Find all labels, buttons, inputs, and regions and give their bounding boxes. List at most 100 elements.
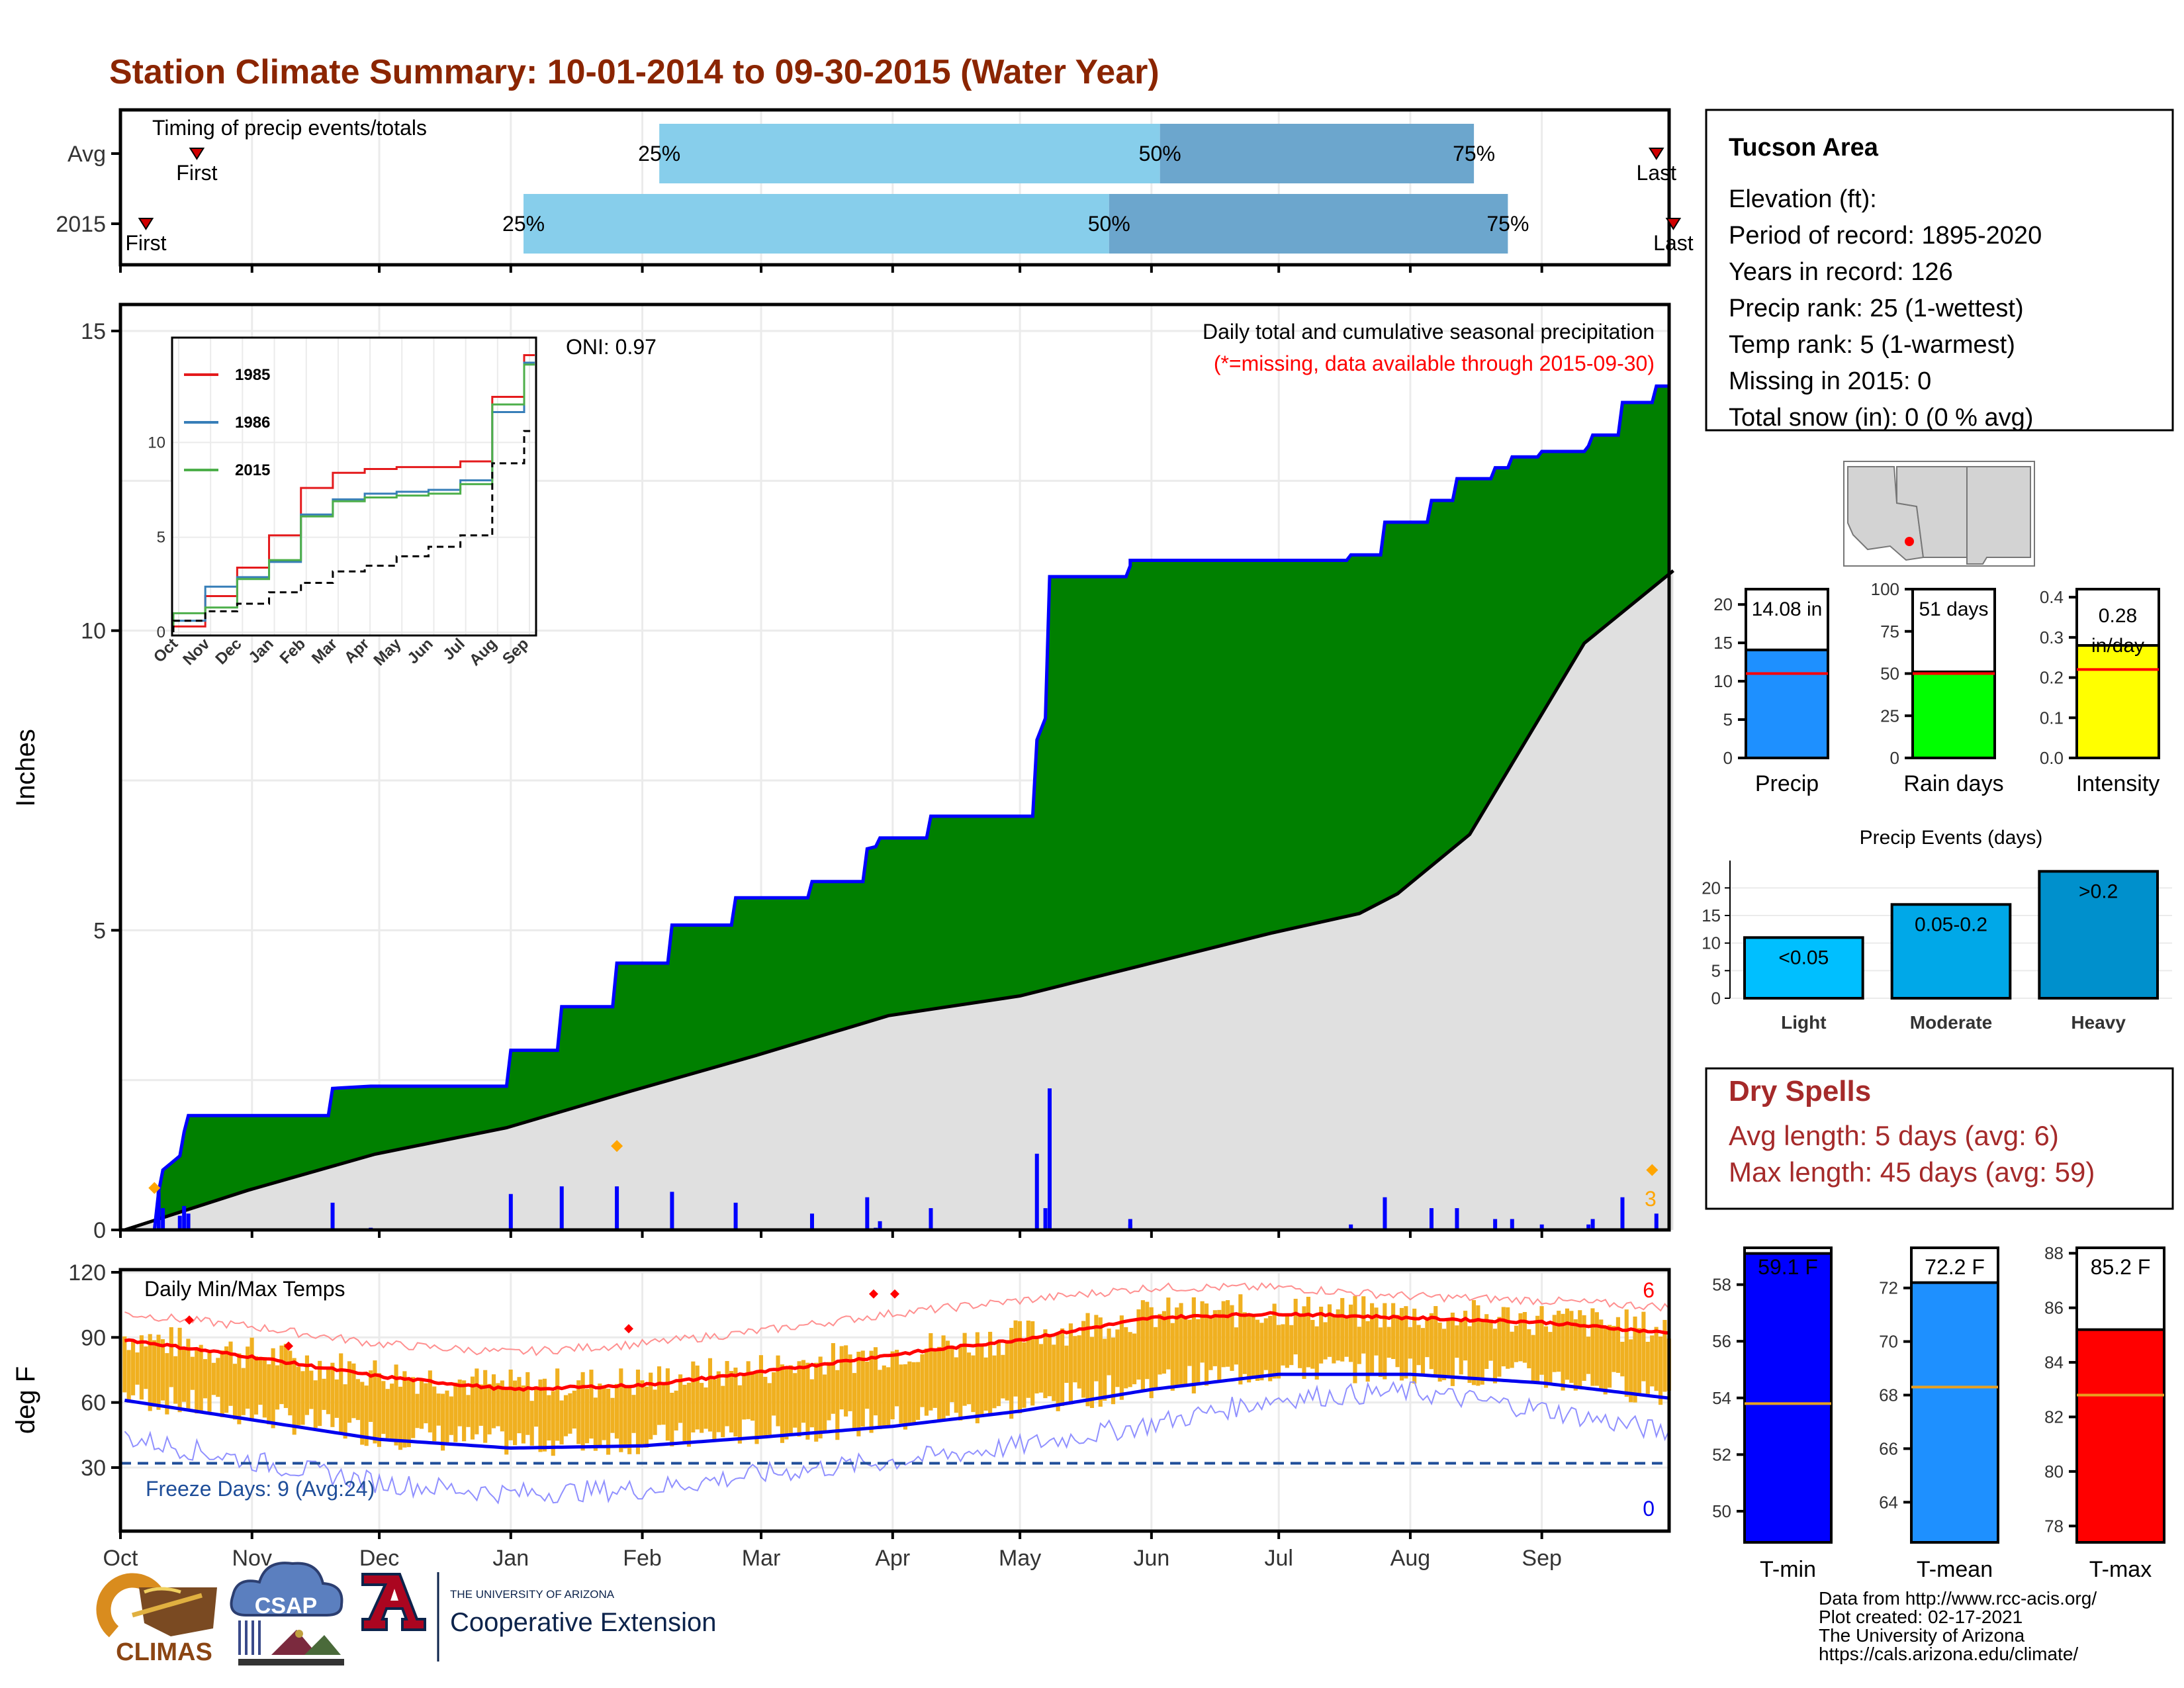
daily-temp-bar xyxy=(975,1332,979,1424)
month-tick-label: Jun xyxy=(1133,1546,1169,1571)
mini_intensity-tick-label: 0.3 xyxy=(2040,628,2064,647)
daily-temp-bar xyxy=(653,1389,657,1435)
daily-temp-bar xyxy=(602,1386,606,1440)
month-tick-label: Sep xyxy=(1522,1546,1562,1571)
daily-temp-bar xyxy=(772,1372,776,1416)
daily-temp-bar xyxy=(580,1372,585,1451)
mini_intensity-unit: in/day xyxy=(2091,635,2144,657)
daily-temp-bar xyxy=(1285,1316,1289,1368)
daily-temp-bar xyxy=(958,1346,963,1421)
daily-temp-bar xyxy=(534,1386,539,1427)
daily-precip-bar xyxy=(1654,1213,1659,1230)
station-name: Tucson Area xyxy=(1729,134,1879,162)
temp-summary-tmax-xlabel: T-max xyxy=(2089,1557,2152,1582)
temp-summary-tick-label: 50 xyxy=(1712,1501,1731,1521)
month-tick-label: Oct xyxy=(103,1546,138,1571)
daily-temp-bar xyxy=(1471,1299,1477,1385)
daily-temp-bar xyxy=(186,1338,191,1411)
daily-temp-bar xyxy=(1272,1303,1277,1379)
daily-temp-bar xyxy=(776,1355,780,1427)
daily-temp-bar xyxy=(1251,1315,1255,1379)
daily-temp-bar xyxy=(937,1346,942,1423)
daily-temp-bar xyxy=(1132,1333,1137,1385)
daily-temp-bar xyxy=(318,1360,322,1427)
daily-temp-bar xyxy=(334,1379,339,1418)
inset-x-tick-label: Feb xyxy=(277,635,309,667)
daily-temp-bar xyxy=(809,1379,814,1428)
daily-temp-bar xyxy=(751,1371,755,1421)
daily-temp-bar xyxy=(343,1384,347,1439)
heavy-event-marker xyxy=(1646,1164,1659,1176)
daily-temp-bar xyxy=(415,1393,420,1429)
daily-temp-bar xyxy=(390,1383,394,1440)
daily-temp-bar xyxy=(818,1356,823,1438)
daily-temp-bar xyxy=(788,1365,793,1435)
daily-temp-bar xyxy=(954,1357,958,1413)
daily-temp-bar xyxy=(559,1400,564,1445)
daily-precip-bar xyxy=(878,1221,882,1230)
inset-series-line xyxy=(172,361,535,632)
daily-temp-bar xyxy=(1408,1327,1412,1359)
daily-temp-bar xyxy=(1001,1354,1005,1399)
temp-y-tick-label: 120 xyxy=(68,1260,106,1286)
daily-temp-bar xyxy=(496,1383,500,1427)
temp-y-tick-label: 60 xyxy=(81,1391,106,1416)
inset-legend-label: 2015 xyxy=(235,461,270,479)
daily-temp-bar xyxy=(1552,1315,1557,1372)
daily-temp-bar xyxy=(827,1362,831,1421)
daily-precip-bar xyxy=(186,1213,191,1230)
daily-temp-bar xyxy=(763,1376,768,1439)
csap-logo: CSAP xyxy=(230,1562,344,1665)
daily-temp-bar xyxy=(224,1346,229,1413)
station-years: Years in record: 126 xyxy=(1729,258,1953,286)
daily-temp-bar xyxy=(156,1335,161,1410)
daily-temp-bar xyxy=(1484,1314,1489,1369)
daily-temp-bar xyxy=(250,1337,254,1419)
daily-precip-bar xyxy=(1429,1208,1433,1230)
station-temp-rank: Temp rank: 5 (1-warmest) xyxy=(1729,331,2015,359)
daily-temp-bar xyxy=(1268,1315,1273,1382)
mini_precip-tick-label: 20 xyxy=(1713,594,1733,614)
month-tick-label: Apr xyxy=(875,1546,910,1571)
daily-temp-bar xyxy=(814,1362,819,1442)
mini_raindays-tick-label: 0 xyxy=(1890,748,1899,768)
daily-temp-bar xyxy=(1200,1301,1205,1363)
daily-temp-bar xyxy=(911,1362,916,1423)
mini_intensity-value: 0.28 xyxy=(2099,605,2137,627)
daily-precip-bar xyxy=(1590,1219,1595,1230)
daily-temp-bar xyxy=(907,1361,912,1424)
daily-temp-bar xyxy=(1212,1310,1217,1366)
daily-temp-bar xyxy=(1522,1312,1527,1363)
temp-summary-tick-label: 82 xyxy=(2044,1407,2064,1427)
daily-temp-bar xyxy=(988,1331,993,1415)
daily-temp-bar xyxy=(377,1373,381,1447)
timing-p50-label: 50% xyxy=(1139,142,1181,165)
temp-summary-tick-label: 70 xyxy=(1879,1332,1898,1352)
daily-temp-bar xyxy=(623,1385,627,1449)
daily-temp-bar xyxy=(1238,1294,1243,1385)
daily-precip-bar xyxy=(330,1202,335,1230)
daily-temp-bar xyxy=(725,1361,729,1427)
temp-summary-tick-label: 66 xyxy=(1879,1438,1898,1458)
daily-temp-bar xyxy=(1535,1315,1540,1382)
inset-x-tick-label: Mar xyxy=(308,635,341,667)
daily-temp-bar xyxy=(873,1347,878,1416)
temps-title: Daily Min/Max Temps xyxy=(144,1277,345,1301)
daily-temp-bar xyxy=(347,1361,352,1423)
daily-temp-bar xyxy=(1476,1305,1480,1386)
daily-temp-bar xyxy=(525,1372,530,1435)
daily-temp-bar xyxy=(1289,1325,1294,1366)
daily-temp-bar xyxy=(449,1396,453,1435)
daily-temp-bar xyxy=(1068,1323,1073,1405)
daily-temp-bar xyxy=(1578,1310,1582,1388)
daily-temp-bar xyxy=(1310,1319,1315,1369)
record-low-line xyxy=(124,1381,1670,1505)
daily-temp-bar xyxy=(1047,1336,1052,1397)
footer-university: The University of Arizona xyxy=(1819,1625,2025,1646)
events-category-label: Light xyxy=(1781,1012,1826,1033)
timing-row-avg-label: Avg xyxy=(68,142,106,167)
average-precip-line xyxy=(124,569,1674,1232)
daily-temp-bar xyxy=(419,1378,424,1429)
daily-temp-bar xyxy=(292,1358,296,1435)
daily-temp-bar xyxy=(296,1366,301,1426)
